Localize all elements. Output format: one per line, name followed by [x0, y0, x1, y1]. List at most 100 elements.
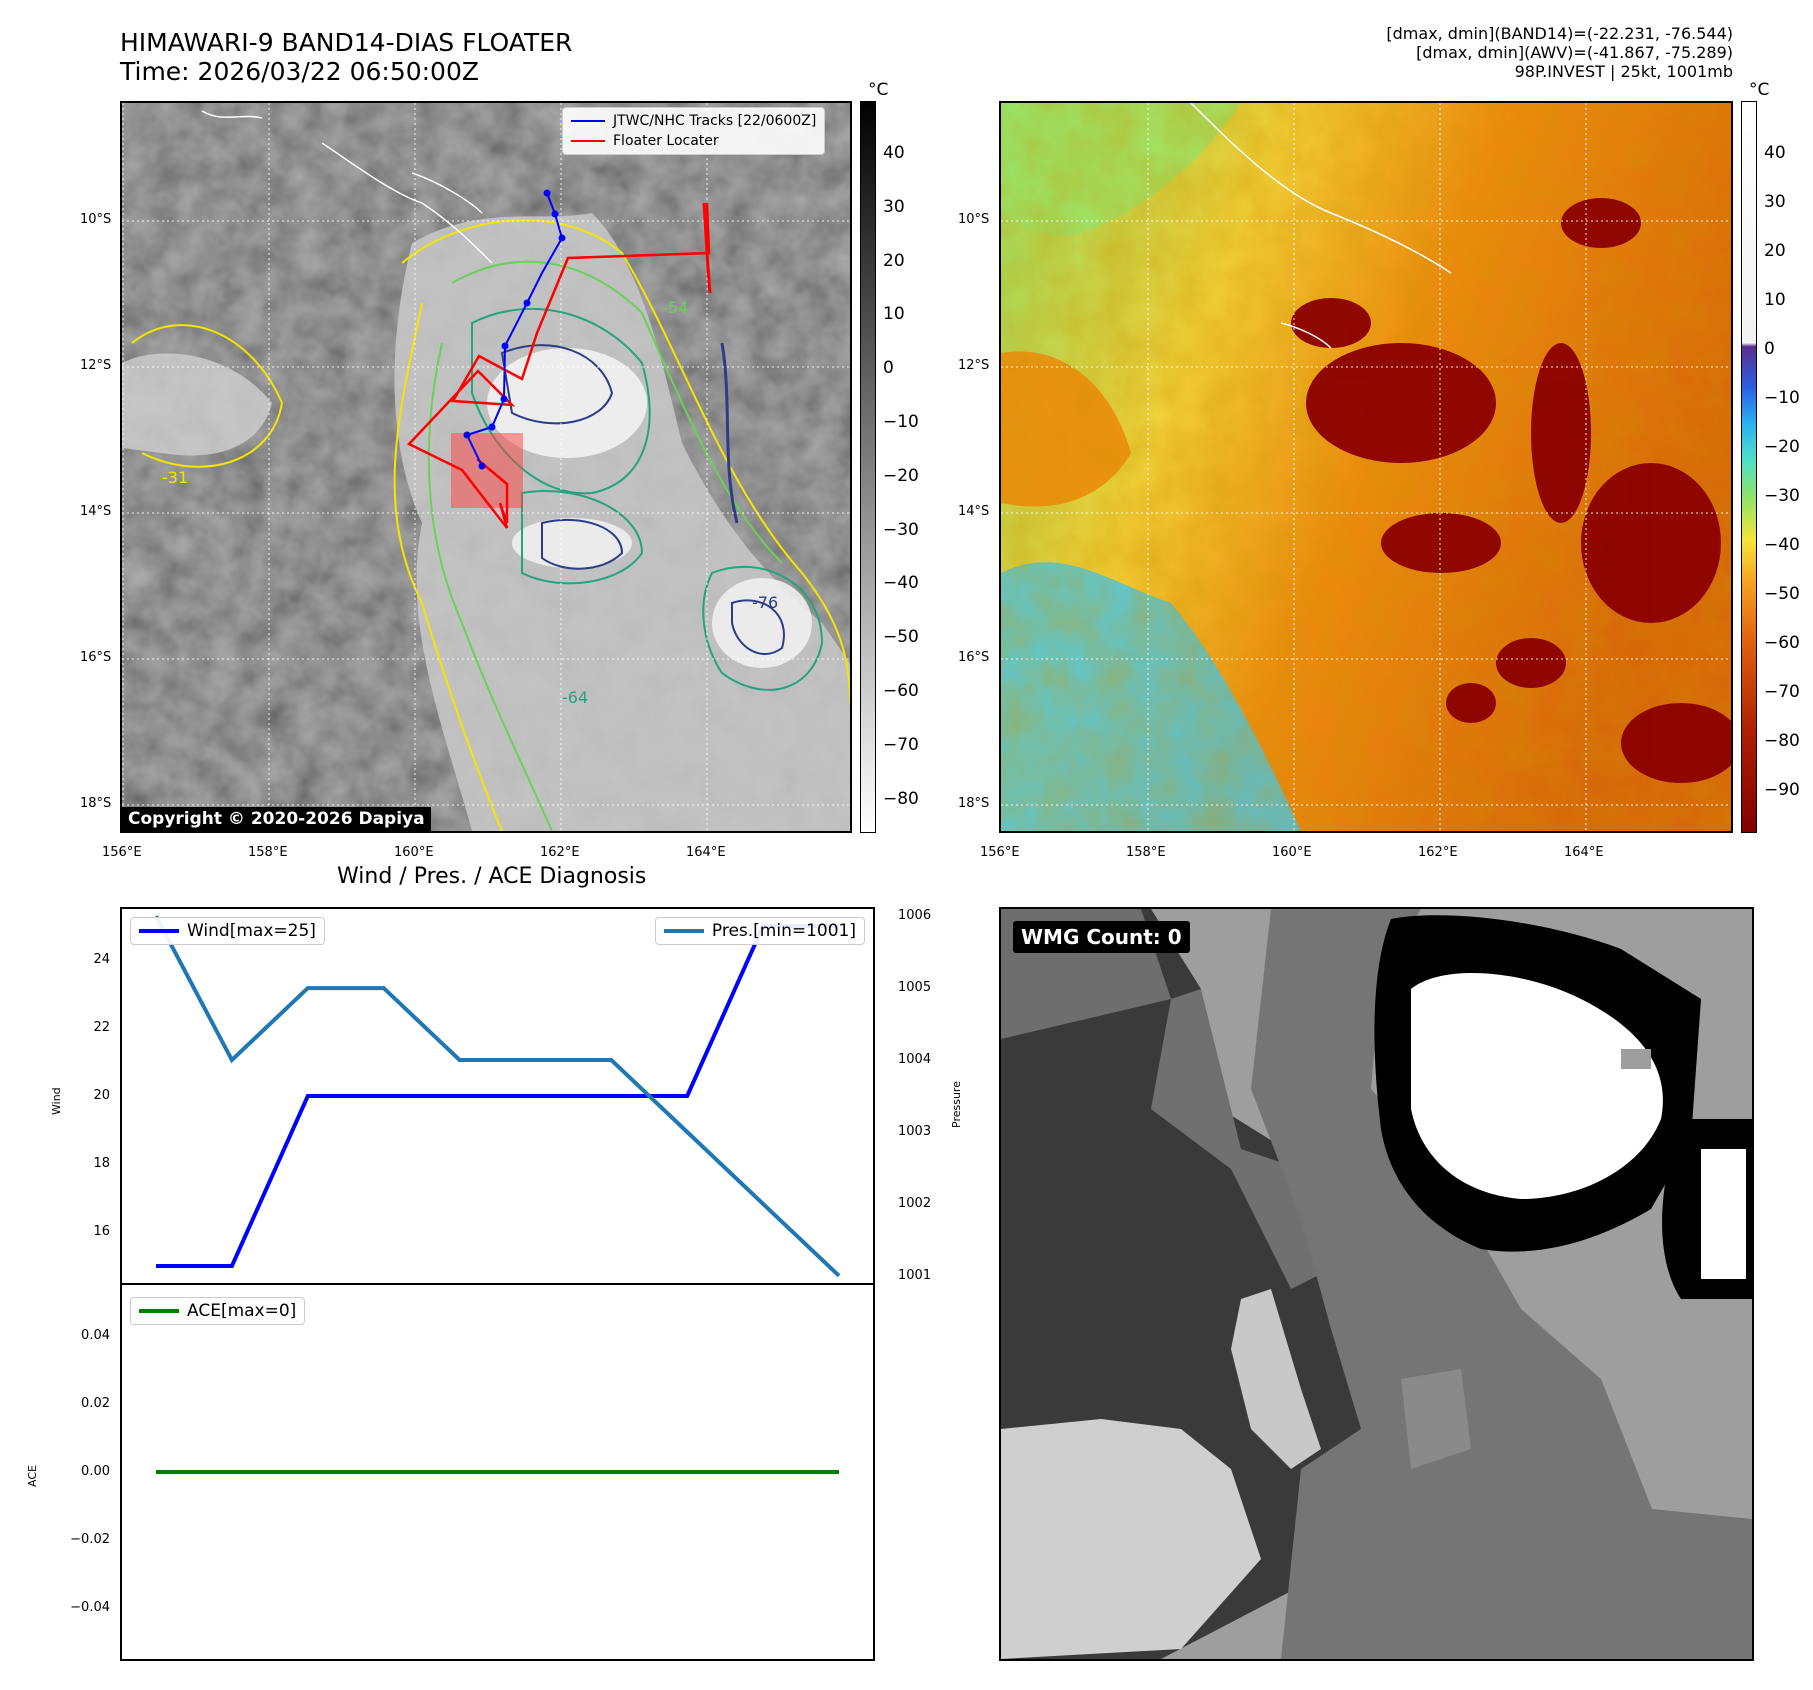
title-line2: Time: 2026/03/22 06:50:00Z: [120, 57, 479, 86]
wind-ytick: 24: [93, 952, 110, 967]
wind-ytick: 22: [93, 1020, 110, 1035]
awv-ytick: 16°S: [958, 650, 990, 665]
colorbar-tick-label: 30: [1764, 192, 1786, 212]
pressure-ytick: 1001: [898, 1267, 932, 1283]
ir-xtick: 156°E: [102, 845, 142, 860]
colorbar-tick-label: −60: [883, 681, 919, 701]
colorbar-tick-label: 10: [883, 304, 905, 325]
awv-colorbar: [1741, 101, 1757, 833]
colorbar-tick-label: −30: [1764, 486, 1800, 506]
awv-xtick: 164°E: [1564, 845, 1604, 860]
colorbar-tick-label: −40: [1764, 535, 1800, 555]
ace-legend: ACE[max=0]: [130, 1297, 306, 1325]
ace-ytick: −0.02: [70, 1532, 110, 1547]
diagnosis-title: Wind / Pres. / ACE Diagnosis: [337, 864, 647, 889]
info-line2: [dmax, dmin](AWV)=(-41.867, -75.289): [1416, 43, 1733, 62]
info-line1: [dmax, dmin](BAND14)=(-22.231, -76.544): [1386, 24, 1733, 43]
ir-legend: JTWC/NHC Tracks [22/0600Z] Floater Locat…: [562, 107, 826, 155]
colorbar-tick-label: −10: [1764, 388, 1800, 408]
ace-ytick: 0.00: [81, 1464, 110, 1479]
ace-line-icon: [139, 1309, 179, 1313]
ir-xtick: 164°E: [686, 845, 726, 860]
colorbar-tick-label: −20: [883, 465, 919, 486]
wind-legend: Wind[max=25]: [130, 917, 325, 945]
ir-ytick: 18°S: [80, 796, 112, 811]
awv-xtick: 162°E: [1418, 845, 1458, 860]
wind-ytick: 20: [93, 1088, 110, 1103]
awv-ytick: 14°S: [958, 504, 990, 519]
colorbar-tick-label: −30: [883, 519, 919, 540]
pressure-legend: Pres.[min=1001]: [654, 917, 865, 945]
contour-label-76: -76: [752, 593, 778, 612]
ir-xtick: 158°E: [248, 845, 288, 860]
ir-xtick: 160°E: [394, 845, 434, 860]
colorbar-tick-label: 20: [883, 250, 905, 271]
pressure-axis-label: Pressure: [950, 1081, 963, 1128]
pressure-ytick: 1003: [898, 1123, 932, 1139]
pressure-ytick: 1002: [898, 1195, 932, 1211]
pressure-series-line: [154, 915, 841, 1278]
wmg-panel: WMG Count: 0: [999, 907, 1754, 1661]
wind-line-icon: [139, 929, 179, 933]
info-line3: 98P.INVEST | 25kt, 1001mb: [1514, 62, 1733, 81]
wmg-count-badge: WMG Count: 0: [1013, 921, 1190, 953]
pressure-ytick: 1006: [898, 908, 932, 924]
awv-ytick: 10°S: [958, 212, 990, 227]
awv-map-graphic: [1001, 103, 1731, 831]
ace-ytick: −0.04: [70, 1600, 110, 1615]
copyright-badge: Copyright © 2020-2026 Dapiya: [122, 807, 431, 831]
pressure-ytick: 1005: [898, 980, 932, 996]
colorbar-tick-label: −70: [883, 734, 919, 755]
wind-ytick: 18: [93, 1156, 110, 1171]
wind-axis-label: Wind: [50, 1087, 63, 1115]
wind-legend-label: Wind[max=25]: [187, 921, 316, 941]
wind-pressure-chart: Wind[max=25] Pres.[min=1001]: [120, 907, 875, 1285]
ir-colorbar: [860, 101, 876, 833]
ace-legend-label: ACE[max=0]: [187, 1301, 297, 1321]
ir-map-panel: -54 -31 -64 -76 JTWC/NHC Tracks [22/0600…: [120, 101, 852, 833]
colorbar-tick-label: −20: [1764, 437, 1800, 457]
contour-label-54: -54: [662, 298, 688, 317]
colorbar-tick-label: −70: [1764, 682, 1800, 702]
ir-legend-locater: Floater Locater: [571, 131, 816, 151]
awv-ytick: 12°S: [958, 358, 990, 373]
ace-ytick: 0.02: [81, 1396, 110, 1411]
colorbar-tick-label: −60: [1764, 633, 1800, 653]
awv-ytick: 18°S: [958, 796, 990, 811]
colorbar-tick-label: 0: [1764, 339, 1775, 359]
pressure-line-icon: [663, 929, 704, 933]
ir-colorbar-unit: °C: [868, 80, 889, 100]
ir-ytick: 14°S: [80, 504, 112, 519]
title-line1: HIMAWARI-9 BAND14-DIAS FLOATER: [120, 28, 573, 57]
track-line-icon: [571, 120, 605, 122]
pressure-ytick: 1004: [898, 1052, 932, 1068]
colorbar-tick-label: 40: [883, 143, 905, 163]
ir-map-graphic: -54 -31 -64 -76: [122, 103, 850, 831]
ir-ytick: 10°S: [80, 212, 112, 227]
colorbar-tick-label: 0: [883, 358, 894, 379]
awv-xtick: 160°E: [1272, 845, 1312, 860]
ir-ytick: 12°S: [80, 358, 112, 373]
locater-line-icon: [571, 140, 605, 142]
ace-ytick: 0.04: [81, 1328, 110, 1343]
colorbar-tick-label: −40: [883, 573, 919, 594]
colorbar-tick-label: −80: [883, 788, 919, 809]
wind-pressure-plot: [154, 915, 841, 1278]
colorbar-tick-label: −80: [1764, 731, 1800, 751]
colorbar-tick-label: 40: [1764, 143, 1786, 163]
awv-colorbar-unit: °C: [1749, 80, 1770, 100]
colorbar-tick-label: 20: [1764, 241, 1786, 261]
contour-label-31: -31: [162, 468, 188, 487]
awv-xtick: 158°E: [1126, 845, 1166, 860]
ace-plot: [156, 1470, 839, 1474]
colorbar-tick-label: −10: [883, 412, 919, 432]
ir-ytick: 16°S: [80, 650, 112, 665]
ir-legend-track: JTWC/NHC Tracks [22/0600Z]: [571, 111, 816, 131]
wind-ytick: 16: [93, 1224, 110, 1239]
awv-map-panel: [999, 101, 1733, 833]
wind-series-line: [156, 924, 839, 1268]
ir-legend-locater-label: Floater Locater: [613, 133, 719, 149]
colorbar-tick-label: −50: [883, 627, 919, 648]
contour-label-64: -64: [562, 688, 588, 707]
info-block: [dmax, dmin](BAND14)=(-22.231, -76.544) …: [1386, 24, 1733, 81]
